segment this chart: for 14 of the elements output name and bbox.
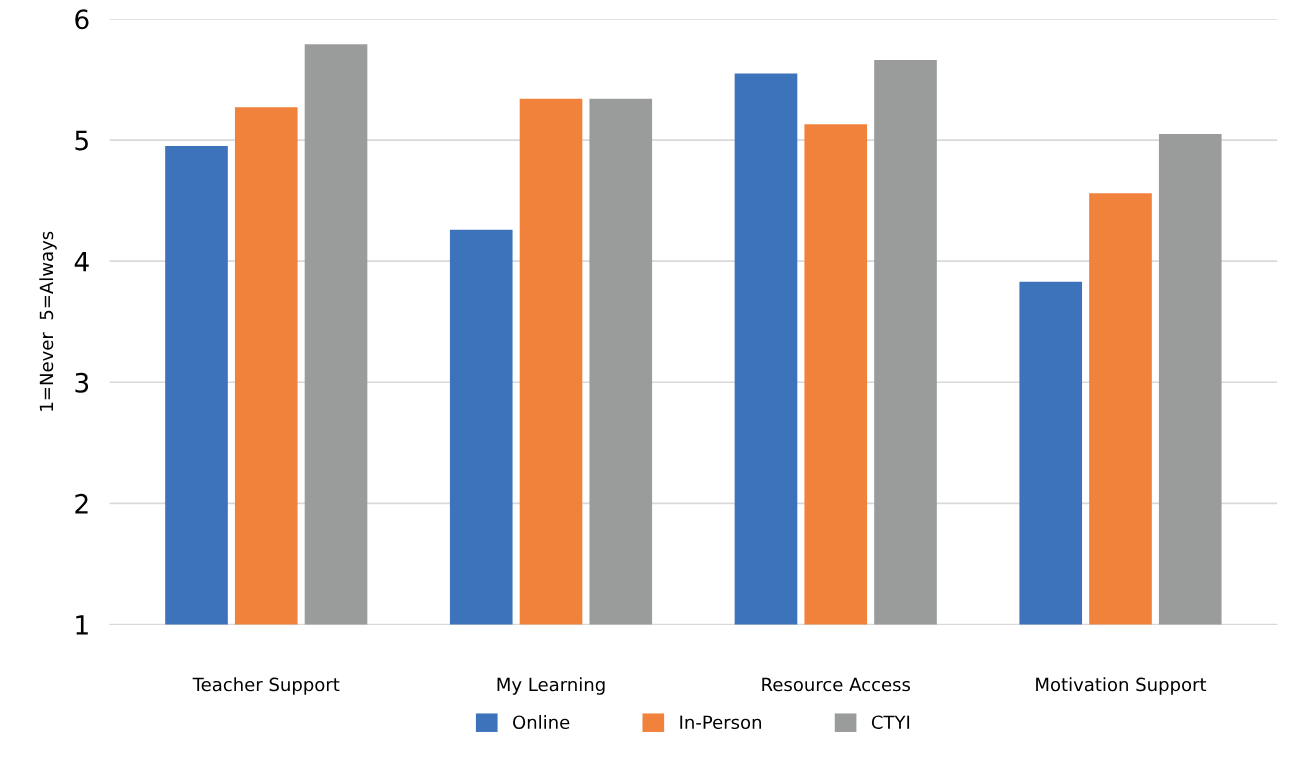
legend-label: In-Person [680,715,761,730]
y-tick-label: 6 [75,9,89,30]
legend-label: CTYI [871,715,910,730]
x-tick-label: My Learning [497,677,605,695]
x-tick-label: Teacher Support [192,677,340,695]
y-tick-label: 3 [75,372,89,393]
y-tick-label: 5 [75,130,88,151]
y-tick-label: 4 [74,251,89,272]
y-axis-title: 1=Never 5=Always [39,231,57,411]
x-tick-label: Motivation Support [1036,677,1207,695]
y-tick-label: 2 [75,493,88,514]
y-tick-label: 1 [76,615,88,635]
legend-label: Online [513,715,570,730]
x-tick-label: Resource Access [762,677,911,692]
